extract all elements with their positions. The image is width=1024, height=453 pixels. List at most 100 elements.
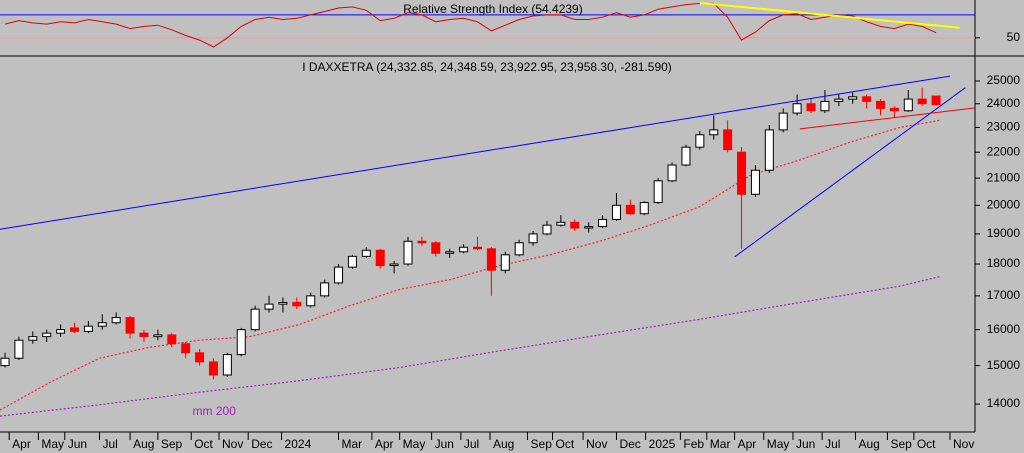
candle-body bbox=[250, 308, 260, 331]
candle-body bbox=[42, 332, 52, 338]
rsi-line bbox=[4, 2, 937, 48]
candle-body bbox=[306, 295, 316, 307]
candle-body bbox=[292, 301, 302, 307]
candle-body bbox=[723, 129, 733, 151]
x-tick-label: Apr bbox=[738, 437, 757, 451]
candle-body bbox=[222, 354, 232, 376]
y-tick-label: 23000 bbox=[987, 120, 1021, 134]
candle-body bbox=[876, 100, 886, 109]
moving-average-label: mm 200 bbox=[193, 404, 237, 418]
x-tick-label: Dec bbox=[619, 437, 640, 451]
x-tick-label: Feb bbox=[683, 437, 704, 451]
candle-body bbox=[820, 100, 830, 112]
x-tick-label: Nov bbox=[586, 437, 607, 451]
y-tick-label: 14000 bbox=[987, 396, 1021, 410]
x-tick-label: 2025 bbox=[649, 437, 676, 451]
candle-body bbox=[264, 303, 274, 310]
candle-body bbox=[639, 202, 649, 215]
candle-body bbox=[97, 322, 107, 327]
candle-body bbox=[903, 98, 913, 112]
candle-body bbox=[695, 134, 705, 148]
x-tick-label: Jul bbox=[103, 437, 118, 451]
candle-body bbox=[125, 317, 135, 334]
trend-line bbox=[699, 2, 960, 29]
candle-body bbox=[750, 169, 760, 195]
candle-body bbox=[83, 325, 93, 332]
y-tick-label: 25000 bbox=[987, 73, 1021, 87]
candle-body bbox=[278, 301, 288, 305]
candle-body bbox=[528, 233, 538, 244]
x-tick-label: Sep bbox=[161, 437, 183, 451]
candle-body bbox=[181, 343, 191, 354]
candle-body bbox=[931, 95, 941, 106]
candle-body bbox=[0, 357, 10, 367]
candle-body bbox=[14, 339, 24, 359]
x-tick-label: May bbox=[767, 437, 790, 451]
moving-average bbox=[0, 275, 941, 417]
candle-body bbox=[431, 242, 441, 254]
candle-body bbox=[667, 164, 677, 182]
candle-body bbox=[584, 226, 594, 229]
y-tick-label: 20000 bbox=[987, 197, 1021, 211]
x-tick-label: Dec bbox=[251, 437, 272, 451]
y-tick-label: 22000 bbox=[987, 144, 1021, 158]
trend-line bbox=[0, 75, 951, 230]
y-tick-label: 21000 bbox=[987, 170, 1021, 184]
x-tick-label: May bbox=[41, 437, 64, 451]
moving-average bbox=[0, 119, 941, 411]
x-tick-label: Apr bbox=[375, 437, 394, 451]
candle-body bbox=[347, 255, 357, 268]
candle-body bbox=[153, 334, 163, 338]
x-tick-label: Jun bbox=[68, 437, 87, 451]
x-tick-label: 2024 bbox=[285, 437, 312, 451]
candle-body bbox=[737, 151, 747, 195]
candle-body bbox=[598, 218, 608, 228]
candle-body bbox=[139, 332, 149, 338]
candle-body bbox=[653, 180, 663, 204]
candle-body bbox=[848, 96, 858, 100]
candle-body bbox=[111, 317, 121, 324]
candle-body bbox=[806, 103, 816, 112]
candle-body bbox=[889, 107, 899, 112]
y-tick-label: 24000 bbox=[987, 96, 1021, 110]
trend-line bbox=[799, 107, 976, 130]
price-title: I DAXXETRA (24,332.85, 24,348.59, 23,922… bbox=[302, 60, 672, 74]
x-tick-label: Jul bbox=[825, 437, 840, 451]
x-tick-label: May bbox=[403, 437, 426, 451]
x-tick-label: Mar bbox=[342, 437, 363, 451]
candle-body bbox=[611, 204, 621, 220]
candle-body bbox=[403, 240, 413, 265]
candle-body bbox=[681, 146, 691, 166]
candle-body bbox=[320, 282, 330, 297]
candle-body bbox=[486, 248, 496, 271]
candle-body bbox=[556, 221, 566, 226]
candle-body bbox=[862, 96, 872, 102]
candle-body bbox=[417, 240, 427, 244]
x-tick-label: Oct bbox=[556, 437, 575, 451]
candle-body bbox=[236, 329, 246, 356]
candle-body bbox=[69, 327, 79, 332]
x-tick-label: Jul bbox=[464, 437, 479, 451]
candle-body bbox=[917, 98, 927, 105]
y-tick-label: 16000 bbox=[987, 322, 1021, 336]
candle-body bbox=[764, 129, 774, 171]
x-tick-label: Sep bbox=[531, 437, 553, 451]
candle-body bbox=[570, 221, 580, 229]
x-tick-label: Apr bbox=[12, 437, 31, 451]
y-tick-label: 18000 bbox=[987, 256, 1021, 270]
trend-line bbox=[734, 87, 966, 258]
x-tick-label: Aug bbox=[493, 437, 514, 451]
x-tick-label: Aug bbox=[858, 437, 879, 451]
candle-body bbox=[334, 266, 344, 284]
candle-body bbox=[208, 361, 218, 376]
y-tick-label: 17000 bbox=[987, 288, 1021, 302]
candle-body bbox=[472, 246, 482, 250]
x-tick-label: Jun bbox=[796, 437, 815, 451]
candle-body bbox=[542, 224, 552, 235]
candle-body bbox=[514, 242, 524, 256]
candle-body bbox=[625, 204, 635, 215]
y-tick-label: 19000 bbox=[987, 226, 1021, 240]
candle-body bbox=[56, 329, 66, 334]
candle-body bbox=[28, 336, 38, 341]
